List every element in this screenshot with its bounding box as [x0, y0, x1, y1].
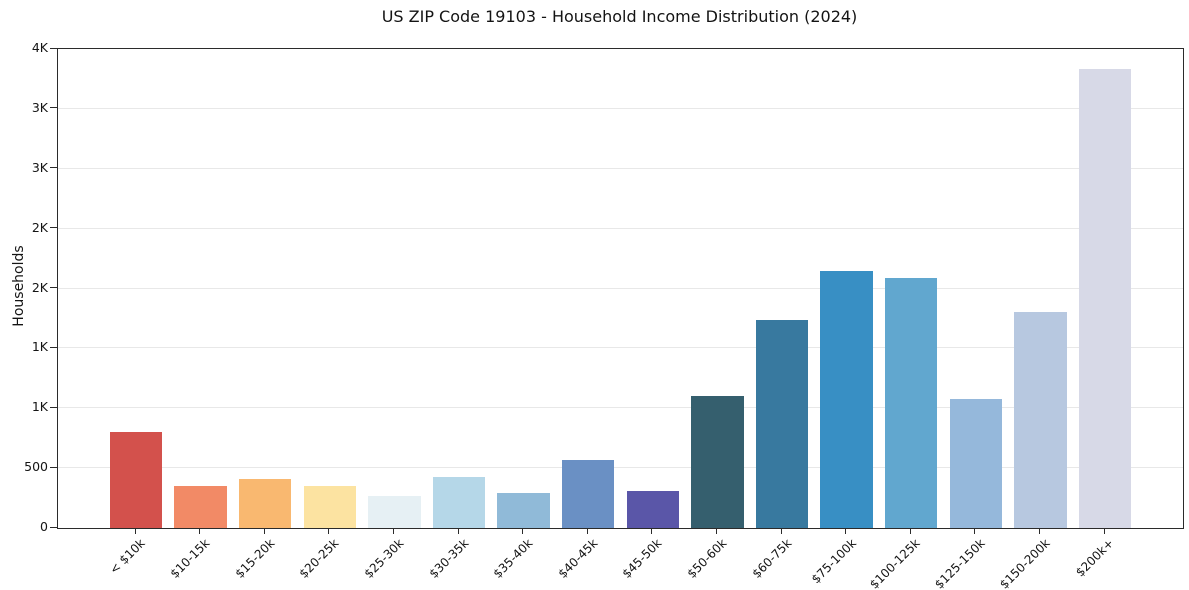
- x-tick-mark: [134, 528, 136, 534]
- x-tick-mark: [651, 528, 653, 534]
- bar-$25-30k: [368, 495, 421, 528]
- y-tick-mark: [50, 466, 57, 468]
- x-tick-label: < $10k: [107, 536, 148, 577]
- gridline-1000: [58, 407, 1183, 409]
- bar-$200k+: [1078, 69, 1132, 528]
- x-tick-label: $10-15k: [167, 536, 213, 581]
- x-tick-mark: [263, 528, 265, 534]
- gridline-2000: [58, 287, 1183, 289]
- x-tick-label: $20-25k: [296, 536, 342, 581]
- gridline-3000: [58, 167, 1183, 169]
- x-tick-label: $200k+: [1073, 536, 1117, 580]
- bar-< $10k: [109, 432, 163, 528]
- x-tick-label: $100-125k: [867, 536, 924, 590]
- y-tick-mark: [50, 107, 57, 109]
- bar-$15-20k: [239, 478, 292, 528]
- x-tick-label: $30-35k: [426, 536, 471, 581]
- bar-$60-75k: [755, 319, 809, 528]
- x-tick-label: $75-100k: [808, 536, 859, 587]
- x-tick-mark: [457, 528, 459, 534]
- x-tick-mark: [392, 528, 394, 534]
- y-tick-mark: [50, 47, 57, 49]
- bar-$20-25k: [303, 485, 356, 528]
- y-tick-label: 4K: [31, 40, 48, 55]
- bar-$100-125k: [885, 278, 938, 528]
- x-tick-label: $40-45k: [555, 536, 601, 581]
- x-tick-mark: [1038, 528, 1040, 534]
- y-tick-mark: [50, 287, 57, 288]
- y-tick-label: 1K: [31, 339, 48, 355]
- y-tick-label: 2K: [31, 279, 48, 295]
- x-tick-mark: [845, 528, 847, 534]
- x-tick-mark: [328, 528, 330, 534]
- gridline-3500: [58, 107, 1183, 109]
- chart-title: US ZIP Code 19103 - Household Income Dis…: [381, 7, 858, 26]
- x-tick-mark: [586, 528, 588, 534]
- y-tick-label: 500: [24, 459, 48, 475]
- bar-$30-35k: [432, 476, 486, 528]
- bar-$125-150k: [949, 399, 1002, 528]
- x-tick-mark: [974, 528, 976, 534]
- plot-area: [57, 48, 1184, 529]
- x-tick-mark: [1103, 528, 1105, 534]
- x-tick-mark: [199, 528, 201, 534]
- y-tick-label: 2K: [31, 219, 48, 235]
- x-tick-label: $25-30k: [361, 536, 407, 581]
- y-tick-label: 3K: [31, 99, 48, 115]
- y-tick-label: 3K: [31, 159, 48, 175]
- x-tick-label: $60-75k: [749, 536, 794, 581]
- y-tick-mark: [50, 227, 57, 229]
- y-tick-mark: [50, 406, 57, 408]
- gridline-2500: [58, 227, 1183, 229]
- gridline-1500: [58, 347, 1183, 349]
- x-tick-mark: [522, 528, 524, 534]
- bar-$10-15k: [174, 486, 227, 528]
- x-tick-label: $45-50k: [619, 536, 665, 581]
- x-tick-label: $35-40k: [490, 536, 536, 581]
- y-tick-mark: [50, 526, 57, 528]
- bar-$40-45k: [562, 459, 615, 528]
- x-tick-label: $50-60k: [684, 536, 730, 581]
- bar-$45-50k: [626, 490, 679, 528]
- bar-$150-200k: [1014, 311, 1067, 528]
- x-tick-mark: [909, 528, 911, 534]
- y-tick-label: 0: [40, 519, 48, 534]
- y-tick-mark: [50, 167, 57, 169]
- x-tick-mark: [715, 528, 717, 534]
- x-tick-label: $125-150k: [932, 536, 988, 590]
- x-tick-mark: [780, 528, 782, 534]
- x-tick-label: $15-20k: [232, 536, 278, 581]
- y-tick-label: 1K: [31, 399, 48, 415]
- y-tick-mark: [50, 346, 57, 348]
- bar-$50-60k: [691, 396, 744, 528]
- gridline-500: [58, 467, 1183, 469]
- x-tick-label: $150-200k: [996, 536, 1053, 590]
- bar-$35-40k: [497, 493, 550, 528]
- bar-$75-100k: [820, 270, 873, 528]
